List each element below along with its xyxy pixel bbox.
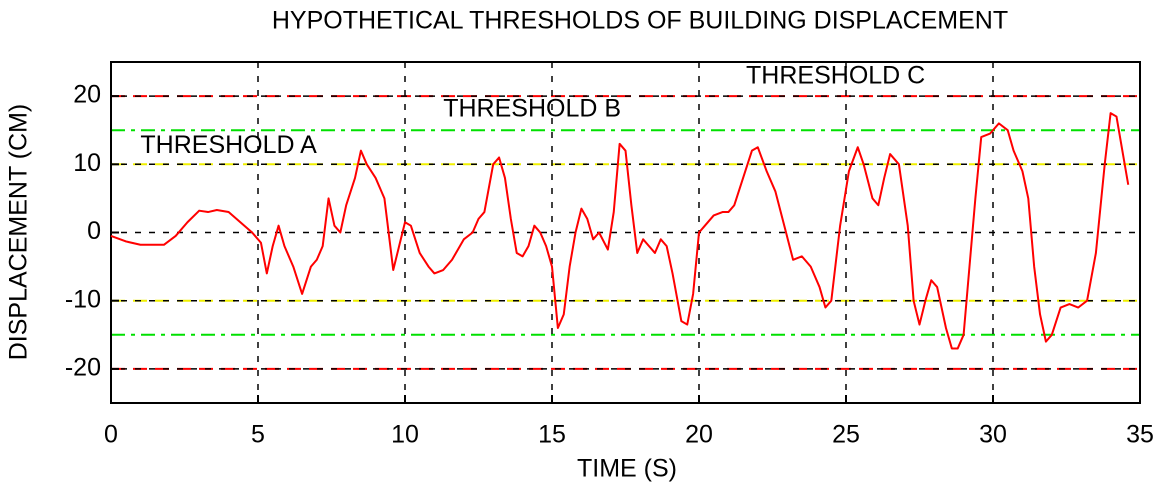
x-tick-label: 0: [104, 421, 118, 449]
y-tick-label: 20: [73, 81, 101, 109]
x-tick-label: 30: [979, 421, 1007, 449]
y-axis-label: DISPLACEMENT (CM): [5, 104, 33, 361]
y-tick-label: 10: [73, 149, 101, 177]
y-tick-label: -20: [65, 354, 101, 382]
annotation: THRESHOLD C: [746, 62, 925, 90]
y-tick-label: 0: [87, 217, 101, 245]
data-line: [110, 112, 1130, 350]
x-axis-label: TIME (S): [577, 455, 677, 483]
y-tick-label: -10: [65, 285, 101, 313]
plot-frame: [110, 61, 1141, 404]
chart-title: HYPOTHETICAL THRESHOLDS OF BUILDING DISP…: [272, 7, 1008, 35]
x-tick-label: 25: [832, 421, 860, 449]
x-tick-label: 10: [391, 421, 419, 449]
x-tick-label: 20: [685, 421, 713, 449]
x-tick-label: 35: [1126, 421, 1154, 449]
x-tick-label: 5: [251, 421, 265, 449]
x-tick-label: 15: [538, 421, 566, 449]
annotation: THRESHOLD A: [140, 131, 317, 159]
annotation: THRESHOLD B: [443, 94, 621, 122]
